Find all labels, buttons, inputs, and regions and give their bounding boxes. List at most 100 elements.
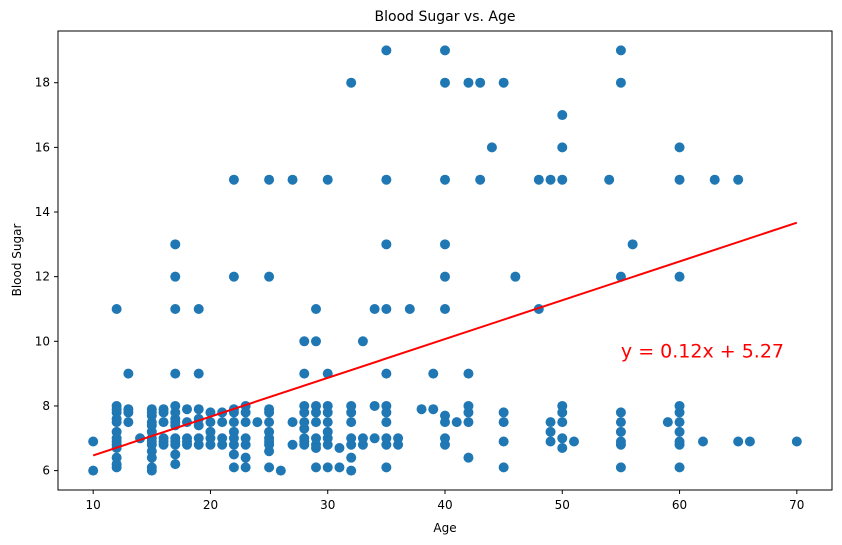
data-point: [299, 336, 310, 347]
data-point: [674, 462, 685, 473]
data-point: [193, 368, 204, 379]
regression-equation: y = 0.12x + 5.27: [621, 340, 784, 362]
data-point: [287, 174, 298, 185]
data-point: [416, 404, 427, 415]
x-tick-label: 10: [86, 498, 101, 512]
data-point: [557, 442, 568, 453]
data-point: [791, 436, 802, 447]
data-point: [123, 368, 134, 379]
data-point: [486, 142, 497, 153]
data-point: [346, 452, 357, 463]
data-point: [381, 368, 392, 379]
data-point: [475, 174, 486, 185]
data-point: [170, 449, 181, 460]
data-point: [733, 436, 744, 447]
y-tick-label: 14: [35, 205, 50, 219]
data-point: [744, 436, 755, 447]
data-point: [381, 417, 392, 428]
data-point: [193, 303, 204, 314]
data-point: [264, 174, 275, 185]
data-point: [146, 462, 157, 473]
data-point: [674, 426, 685, 437]
data-point: [428, 404, 439, 415]
data-point: [240, 462, 251, 473]
data-point: [217, 433, 228, 444]
data-point: [440, 45, 450, 56]
data-point: [264, 417, 275, 428]
data-point: [440, 433, 450, 444]
regression-line: [92, 221, 798, 457]
data-point: [311, 417, 321, 428]
data-point: [88, 436, 99, 447]
data-point: [381, 400, 392, 411]
data-point: [228, 417, 239, 428]
data-point: [733, 174, 744, 185]
data-point: [557, 400, 568, 411]
data-point: [463, 417, 474, 428]
data-point: [240, 433, 251, 444]
data-point: [428, 368, 439, 379]
data-point: [615, 426, 626, 437]
data-point: [146, 404, 157, 415]
data-point: [498, 436, 509, 447]
data-point: [369, 433, 380, 444]
data-point: [111, 426, 122, 437]
data-point: [228, 426, 239, 437]
x-tick-label: 30: [320, 498, 335, 512]
data-point: [170, 368, 181, 379]
data-point: [615, 462, 626, 473]
data-point: [440, 239, 450, 250]
data-point: [205, 417, 216, 428]
y-tick-label: 18: [35, 76, 50, 90]
data-point: [440, 271, 450, 282]
data-point: [557, 433, 568, 444]
data-point: [557, 174, 568, 185]
data-point: [381, 462, 392, 473]
data-point: [463, 77, 474, 88]
data-point: [299, 400, 310, 411]
data-point: [369, 303, 380, 314]
data-point: [557, 417, 568, 428]
data-point: [440, 77, 450, 88]
data-point: [275, 465, 286, 476]
data-point: [322, 174, 333, 185]
data-point: [498, 407, 509, 418]
data-point: [662, 417, 673, 428]
data-point: [381, 174, 392, 185]
data-point: [158, 404, 169, 415]
data-point: [111, 303, 122, 314]
data-point: [311, 433, 321, 444]
data-point: [346, 400, 357, 411]
data-point: [240, 452, 251, 463]
data-point: [170, 433, 181, 444]
data-point: [545, 174, 556, 185]
data-point: [346, 77, 357, 88]
data-point: [557, 142, 568, 153]
data-point: [627, 239, 638, 250]
data-point: [228, 462, 239, 473]
data-point: [228, 449, 239, 460]
data-point: [615, 436, 626, 447]
data-point: [674, 436, 685, 447]
data-point: [299, 417, 310, 428]
data-point: [170, 271, 181, 282]
y-tick-label: 16: [35, 140, 50, 154]
data-point: [217, 417, 228, 428]
data-point: [287, 417, 298, 428]
data-point: [311, 303, 321, 314]
data-point: [170, 303, 181, 314]
data-point: [311, 400, 321, 411]
data-point: [381, 239, 392, 250]
data-point: [498, 77, 509, 88]
data-point: [357, 433, 368, 444]
data-point: [545, 436, 556, 447]
data-point: [111, 400, 122, 411]
data-point: [88, 465, 99, 476]
data-point: [205, 426, 216, 437]
data-point: [123, 417, 134, 428]
data-point: [463, 368, 474, 379]
data-points: [88, 45, 802, 476]
data-point: [709, 174, 720, 185]
data-point: [369, 400, 380, 411]
